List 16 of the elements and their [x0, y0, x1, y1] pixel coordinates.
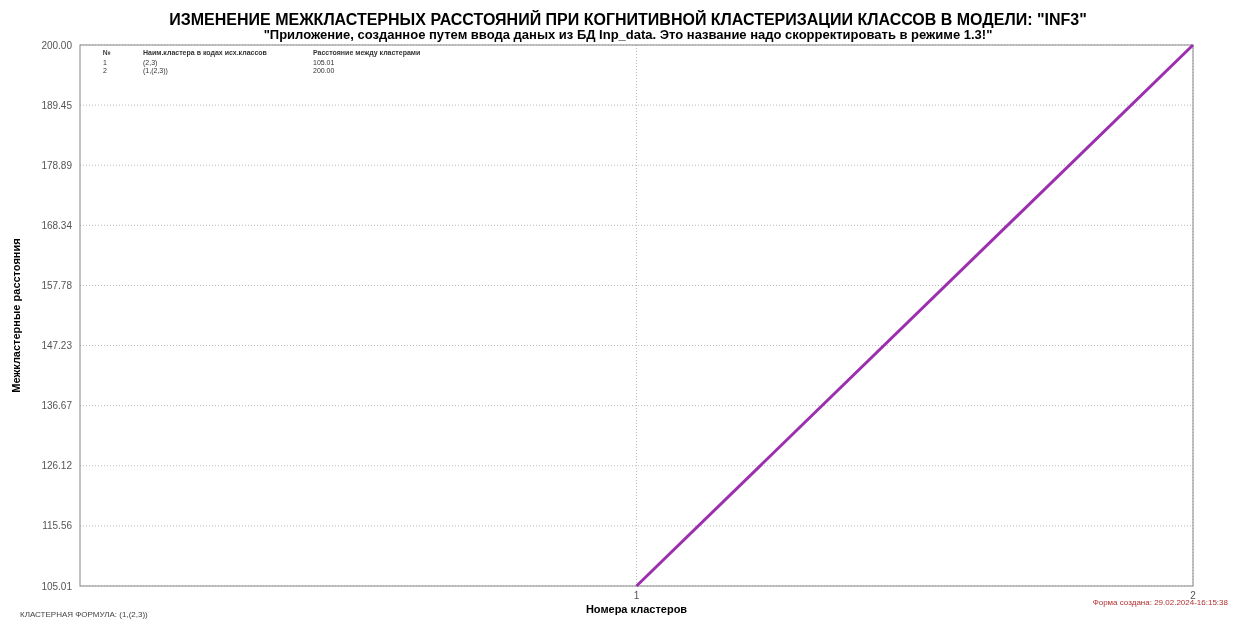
y-tick-label: 126.12 [41, 460, 73, 472]
y-tick-label: 168.34 [41, 219, 73, 231]
y-tick-label: 136.67 [41, 400, 73, 412]
y-tick-label: 178.89 [41, 159, 73, 171]
y-tick-label: 200.00 [41, 39, 73, 51]
chart-title: ИЗМЕНЕНИЕ МЕЖКЛАСТЕРНЫХ РАССТОЯНИЙ ПРИ КОГНИТИВНОЙ КЛАСТЕРИЗАЦИИ КЛАССОВ В МОДЕЛИ: "INF3" [169, 10, 1087, 28]
text: КЛАСТЕРНАЯ ФОРМУЛА: (1,(2,3)) [20, 610, 149, 619]
y-tick-label: 105.01 [41, 580, 73, 592]
y-tick-label: 189.45 [41, 99, 73, 111]
y-tick-label: 147.23 [41, 340, 73, 352]
x-axis-title: Номера кластеров [585, 603, 688, 615]
y-tick-label: 157.78 [41, 279, 73, 291]
chart-subtitle: "Приложение, созданное путем ввода даных из БД Inp_data. Это название надо скорректировать в режиме 1.3!" [263, 27, 993, 42]
y-axis-title: Межкластерные расстояния [10, 238, 22, 393]
y-tick-label: 115.56 [42, 520, 73, 532]
text: Форма создана: 29.02.2024-16:15:38 [1092, 598, 1229, 607]
